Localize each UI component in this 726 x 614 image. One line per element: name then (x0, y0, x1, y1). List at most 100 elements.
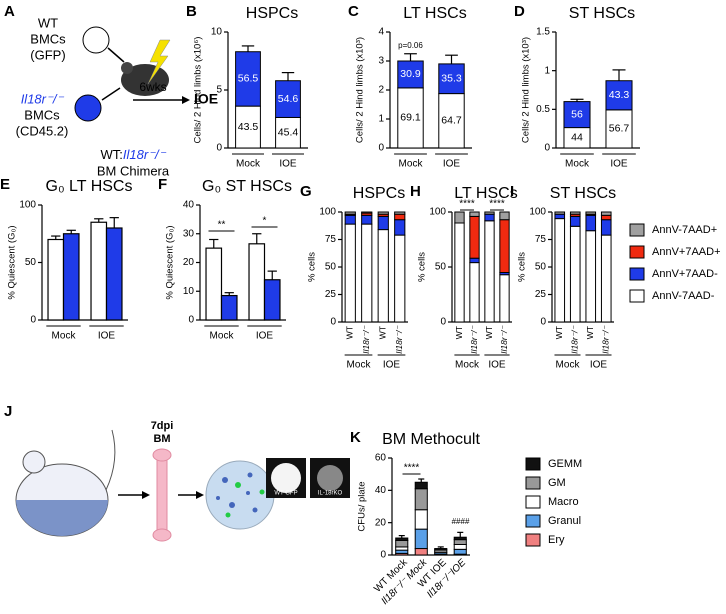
mouse (121, 64, 169, 96)
bar-segment (453, 539, 467, 545)
y-tick-label: 50 (25, 257, 37, 268)
data-label: 30.9 (400, 68, 421, 80)
bar (90, 221, 108, 321)
data-label: 64.7 (441, 115, 462, 127)
chart: E G₀ LT HSCs % Quiescent (G₀) 0 50 100 Mock IOE (0, 176, 132, 342)
label: Il18r⁻/⁻ (21, 91, 65, 106)
bar-segment (499, 274, 510, 323)
chart-title: BM Methocult (382, 431, 480, 448)
bar-segment (453, 548, 467, 555)
legend-swatch (525, 476, 541, 490)
x-tick-label: WT (554, 326, 564, 339)
y-tick-label: 0 (440, 317, 446, 328)
data-label: 54.6 (278, 93, 299, 105)
bar-segment (484, 220, 495, 323)
bar (62, 233, 80, 321)
panel-letter: A (4, 3, 15, 20)
bar-segment (395, 539, 409, 548)
bar-segment (569, 225, 581, 323)
y-tick-label: 1.5 (536, 27, 550, 38)
bar-segment (600, 219, 612, 236)
x-tick-label: WT (378, 326, 388, 339)
arrow-head (196, 491, 204, 499)
panel-letter: K (350, 429, 361, 446)
legend-swatch (525, 533, 541, 547)
bar-segment (344, 211, 356, 215)
bar (205, 247, 223, 321)
bar-segment (394, 211, 406, 215)
data-label: 56 (571, 108, 583, 120)
label: Il18r⁻/⁻ (123, 147, 167, 162)
arrow-head (182, 96, 190, 104)
x-tick-label: Mock (565, 159, 590, 170)
bone-end (152, 528, 172, 542)
bar-segment (585, 211, 597, 215)
y-tick-label: 50 (535, 262, 547, 273)
data-label: 56.5 (238, 73, 259, 85)
x-tick-label: Mock (236, 159, 261, 170)
chart: F G₀ ST HSCs % Quiescent (G₀) 0 10 20 30 40 Mock… (158, 176, 292, 342)
legend-label: AnnV-7AAD- (652, 290, 715, 302)
bar-segment (469, 215, 480, 259)
bar-segment (585, 214, 597, 232)
label: 6wks (139, 80, 166, 94)
legend-swatch (525, 457, 541, 471)
y-tick-label: 100 (429, 207, 446, 218)
x-tick-label: IOE (256, 331, 274, 342)
panel-letter: E (0, 176, 10, 193)
y-tick-label: 0.5 (536, 104, 550, 115)
y-tick-label: 10 (211, 27, 223, 38)
bar-segment (554, 211, 566, 215)
bar-segment (499, 219, 510, 273)
label: WT (38, 15, 58, 30)
chart-title: G₀ ST HSCs (202, 178, 292, 195)
bar-segment (469, 262, 480, 323)
colonies (216, 472, 258, 513)
legend-swatch (629, 245, 645, 259)
y-tick-label: 3 (378, 56, 384, 67)
y-axis-label: % Quiescent (G₀) (7, 225, 18, 299)
bar-segment (554, 213, 566, 220)
y-tick-label: 25 (535, 289, 547, 300)
group-label: IOE (488, 360, 506, 371)
bar (105, 227, 123, 321)
label: WT:Il18r⁻/⁻ (100, 147, 166, 162)
legend-label: AnnV-7AAD+ (652, 224, 717, 236)
bar (220, 294, 238, 321)
mouse-ear (121, 62, 133, 74)
chart: B HSPCs Cells/ 2 Hind limbs (x10⁶) 0 5 10 43.5… (186, 3, 308, 170)
annotation: #### (452, 517, 470, 526)
y-tick-label: 100 (319, 207, 336, 218)
y-axis-label: Cells/ 2 Hind limbs (x10³) (355, 37, 366, 143)
x-tick-label: Mock (52, 331, 77, 342)
label: IL-18rKO (318, 491, 343, 497)
panel-letter: B (186, 3, 197, 20)
x-tick-label: IOE (279, 159, 297, 170)
y-axis-label: Cells/ 2 Hind limbs (x10³) (521, 37, 532, 143)
bar-segment (414, 481, 428, 490)
legend-label: Granul (548, 515, 581, 527)
bar-segment (569, 211, 581, 215)
y-axis-label: CFUs/ plate (357, 481, 368, 531)
panel-letter: C (348, 3, 359, 20)
bar-segment (394, 213, 406, 221)
diagram-j: J 7dpi BM WT GFP IL-18rKO (4, 403, 350, 542)
bar-segment (605, 109, 633, 149)
label: BMCs (30, 31, 66, 46)
chart-title: LT HSCs (403, 5, 466, 22)
bar-segment (484, 211, 495, 215)
bar-segment (453, 536, 467, 541)
bar-segment (414, 528, 428, 550)
bar-segment (605, 80, 633, 111)
label: BM Chimera (97, 163, 170, 178)
x-tick-label: Il18r⁻/⁻ (570, 324, 580, 353)
diagram-a: A WT BMCs (GFP) Il18r⁻/⁻ BMCs (CD45.2) 6… (4, 3, 218, 178)
panel-letter: J (4, 403, 12, 420)
group-label: Mock (347, 360, 372, 371)
annotation: **** (489, 199, 505, 210)
chart-title: HSPCs (246, 5, 298, 22)
mouse-lower (16, 500, 108, 536)
y-tick-label: 5 (216, 85, 222, 96)
dish (205, 460, 275, 530)
y-axis-label: % Quiescent (G₀) (165, 225, 176, 299)
